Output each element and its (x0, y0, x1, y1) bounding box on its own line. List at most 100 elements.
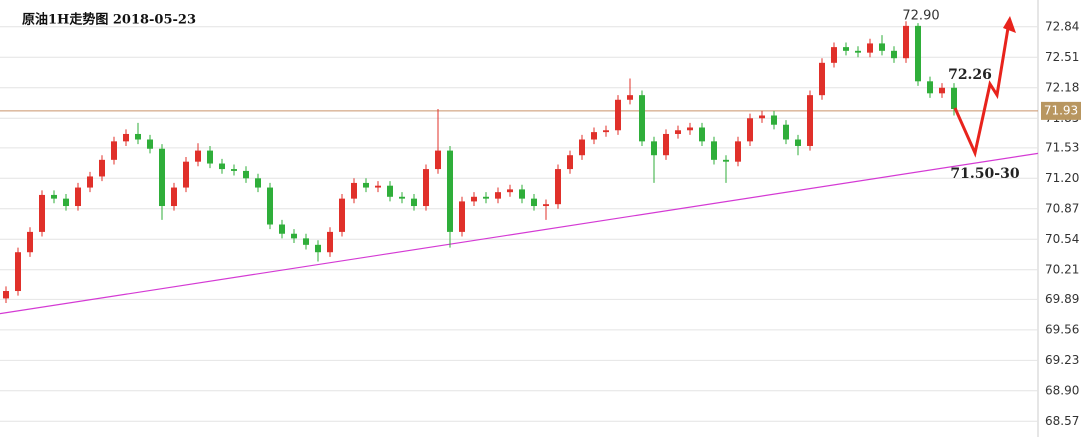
candle-body (459, 201, 465, 232)
candle-body (123, 133, 129, 142)
candle-body (351, 182, 357, 199)
annotation: 72.26 (948, 67, 992, 83)
y-tick-label: 70.87 (1045, 201, 1079, 215)
level-label-box (1041, 101, 1081, 120)
candle-body (615, 99, 621, 131)
y-tick-label: 68.90 (1045, 383, 1079, 397)
forecast-arrow (953, 27, 1010, 158)
candle-body (591, 132, 597, 140)
candle-body (435, 150, 441, 170)
candle-body (279, 224, 285, 234)
candle-body (747, 118, 753, 142)
candle-body (939, 87, 945, 94)
candle-body (855, 50, 861, 53)
candle-body (927, 81, 933, 94)
trend-line (0, 152, 1039, 315)
candle-body (831, 47, 837, 63)
candle-body (147, 139, 153, 149)
candle-body (255, 178, 261, 188)
candle-body (519, 189, 525, 199)
y-tick-label: 69.89 (1045, 292, 1079, 306)
candle-body (387, 185, 393, 197)
candle-body (555, 169, 561, 205)
candle-body (495, 192, 501, 199)
candle-body (171, 187, 177, 207)
candle-body (471, 196, 477, 202)
candle-body (63, 198, 69, 207)
candle-body (51, 194, 57, 199)
candle-body (27, 231, 33, 253)
candle-body (783, 124, 789, 140)
y-tick-label: 71.20 (1045, 171, 1079, 185)
candle-body (327, 231, 333, 253)
y-tick-label: 72.18 (1045, 80, 1079, 94)
candle-body (447, 150, 453, 232)
y-tick-label: 71.53 (1045, 140, 1079, 154)
candle-body (567, 155, 573, 170)
annotation: 72.90 (902, 9, 939, 24)
candle-body (15, 252, 21, 292)
candle-body (819, 62, 825, 96)
arrow-head (1003, 16, 1016, 33)
candle-body (675, 130, 681, 134)
candle-body (735, 141, 741, 162)
candle-body (711, 141, 717, 160)
candle-body (867, 43, 873, 53)
y-tick-label: 72.51 (1045, 50, 1079, 64)
candle-body (207, 150, 213, 164)
y-tick-label: 70.54 (1045, 232, 1079, 246)
candle-body (219, 163, 225, 170)
candle-body (843, 47, 849, 51)
candle-body (627, 95, 633, 100)
candle-body (315, 244, 321, 253)
candle-body (243, 170, 249, 179)
candle-body (411, 198, 417, 207)
candle-body (99, 159, 105, 177)
candle-body (363, 182, 369, 188)
candle-body (807, 95, 813, 146)
level-label: 71.93 (1044, 103, 1078, 117)
candle-body (159, 148, 165, 207)
candle-body (87, 176, 93, 188)
candle-body (543, 204, 549, 207)
candle-body (135, 133, 141, 140)
candle-body (771, 115, 777, 125)
chart-title: 原油1H走势图 2018-05-23 (22, 12, 196, 28)
candle-body (507, 189, 513, 193)
candle-body (651, 141, 657, 156)
candle-body (75, 187, 81, 207)
y-tick-label: 72.84 (1045, 19, 1079, 33)
candle-body (183, 161, 189, 188)
candle-body (795, 139, 801, 146)
candle-body (483, 196, 489, 199)
candle-body (759, 115, 765, 119)
candle-body (639, 95, 645, 142)
candle-body (375, 185, 381, 188)
candle-body (303, 238, 309, 245)
candle-body (531, 198, 537, 207)
y-tick-label: 69.56 (1045, 322, 1079, 336)
candle-body (39, 194, 45, 232)
candle-body (723, 159, 729, 162)
y-tick-label: 69.23 (1045, 353, 1079, 367)
candle-body (879, 43, 885, 51)
candle-body (291, 233, 297, 239)
candle-body (399, 196, 405, 199)
candle-body (687, 127, 693, 131)
candle-body (699, 127, 705, 142)
candle-body (915, 25, 921, 82)
candle-body (603, 130, 609, 133)
candle-body (111, 141, 117, 160)
y-tick-label: 70.21 (1045, 262, 1079, 276)
candle-body (579, 139, 585, 156)
candle-body (951, 87, 957, 110)
candle-body (231, 169, 237, 171)
candle-body (195, 150, 201, 162)
candle-body (663, 133, 669, 156)
annotation: 71.50-30 (950, 166, 1019, 182)
candle-body (267, 187, 273, 225)
candle-body (891, 50, 897, 59)
candle-body (339, 198, 345, 232)
candle-body (903, 25, 909, 59)
